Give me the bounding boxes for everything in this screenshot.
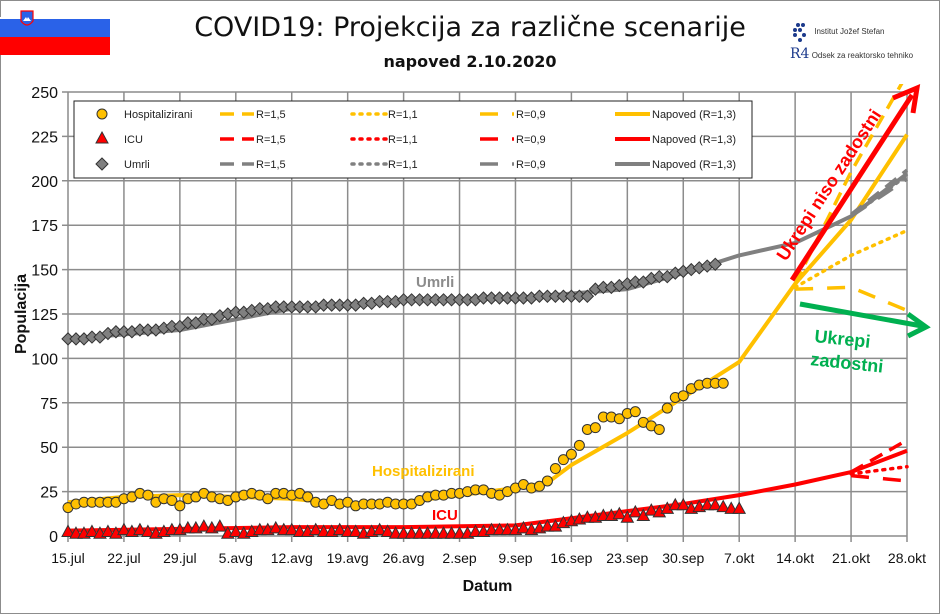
chart-title: COVID19: Projekcija za različne scenarij… (194, 12, 746, 43)
series-markers (61, 497, 747, 539)
x-axis: 15.jul 22.jul 29.jul 5.avg 12.avg 19.avg 26.av… (51, 550, 926, 595)
legend-label: R=1,5 (256, 134, 286, 146)
x-tick-label: 26.avg (383, 550, 425, 566)
legend-label: Napoved (R=1,3) (652, 134, 736, 146)
x-tick-label: 15.jul (51, 550, 84, 566)
series-line (850, 473, 908, 483)
legend-label: ICU (124, 134, 143, 146)
slovenia-flag-icon (0, 10, 110, 55)
icu-label: ICU (432, 507, 458, 524)
x-tick-label: 2.sep (442, 550, 476, 566)
x-tick-label: 30.sep (662, 550, 704, 566)
ijs-label: Institut Jožef Stefan (814, 27, 885, 37)
series-markers (61, 257, 722, 346)
r4-mark: R4 (790, 46, 810, 62)
y-tick-label: 125 (31, 307, 58, 324)
legend-label: R=1,5 (256, 159, 286, 171)
x-tick-label: 23.sep (606, 550, 648, 566)
coat-of-arms-icon (20, 10, 34, 26)
green-arrow-icon (906, 311, 931, 339)
ijs-dots-icon (793, 23, 806, 42)
series-line (793, 84, 904, 285)
legend-label: R=0,9 (516, 109, 546, 121)
x-tick-label: 21.okt (832, 550, 870, 566)
x-tick-label: 5.avg (219, 550, 253, 566)
y-tick-label: 175 (31, 218, 58, 235)
y-tick-label: 75 (40, 396, 58, 413)
series-line (850, 438, 908, 474)
y-tick-label: 225 (31, 129, 58, 146)
x-tick-label: 28.okt (888, 550, 926, 566)
y-tick-label: 100 (31, 351, 58, 368)
x-tick-label: 22.jul (107, 550, 140, 566)
y-tick-label: 50 (40, 440, 58, 457)
x-tick-label: 12.avg (271, 550, 313, 566)
not-sufficient-label: Ukrepi niso zadostni (773, 106, 886, 265)
series-line (850, 177, 908, 218)
sufficient-label-1: Ukrepi (814, 326, 872, 352)
legend-label: Hospitalizirani (124, 109, 192, 121)
legend-label: R=1,1 (388, 109, 418, 121)
x-tick-label: 19.avg (327, 550, 369, 566)
series-markers (62, 377, 729, 514)
ijs-logo: Institut Jožef Stefan (790, 22, 885, 42)
legend-label: Napoved (R=1,3) (652, 159, 736, 171)
legend-label: R=1,5 (256, 109, 286, 121)
legend-label: Napoved (R=1,3) (652, 109, 736, 121)
series-line (793, 228, 909, 290)
umrli-label: Umrli (416, 274, 454, 291)
y-axis: 0 25 50 75 100 125 150 175 200 225 250 Populacija (13, 85, 58, 546)
x-tick-label: 16.sep (550, 550, 592, 566)
y-tick-label: 25 (40, 485, 58, 502)
series-line (849, 168, 909, 216)
series-line (795, 285, 908, 313)
red-arrow-icon (892, 83, 921, 114)
x-tick-label: 9.sep (498, 550, 532, 566)
r4-label: Odsek za reaktorsko tehniko (811, 51, 914, 60)
sufficient-label-2: zadostni (810, 349, 885, 377)
chart-subtitle: napoved 2.10.2020 (383, 52, 557, 71)
hospitalizirani-label: Hospitalizirani (372, 463, 475, 480)
x-tick-label: 29.jul (163, 550, 196, 566)
y-tick-label: 150 (31, 263, 58, 280)
r4-logo: R4 Odsek za reaktorsko tehniko (790, 46, 913, 62)
legend-label: R=0,9 (516, 159, 546, 171)
y-tick-label: 0 (49, 529, 58, 546)
legend-label: Umrli (124, 159, 150, 171)
legend-label: R=1,1 (388, 159, 418, 171)
legend-label: R=0,9 (516, 134, 546, 146)
legend: Hospitalizirani R=1,5 R=1,1 R=0,9 Napoved (R… (73, 100, 753, 179)
y-tick-label: 200 (31, 174, 58, 191)
legend-label: R=1,1 (388, 134, 418, 146)
y-axis-title: Populacija (13, 274, 30, 354)
y-tick-label: 250 (31, 85, 58, 102)
x-axis-title: Datum (463, 578, 513, 595)
x-tick-label: 14.okt (776, 550, 814, 566)
observed-markers (61, 257, 747, 539)
x-tick-label: 7.okt (724, 550, 754, 566)
series-line (849, 464, 909, 476)
